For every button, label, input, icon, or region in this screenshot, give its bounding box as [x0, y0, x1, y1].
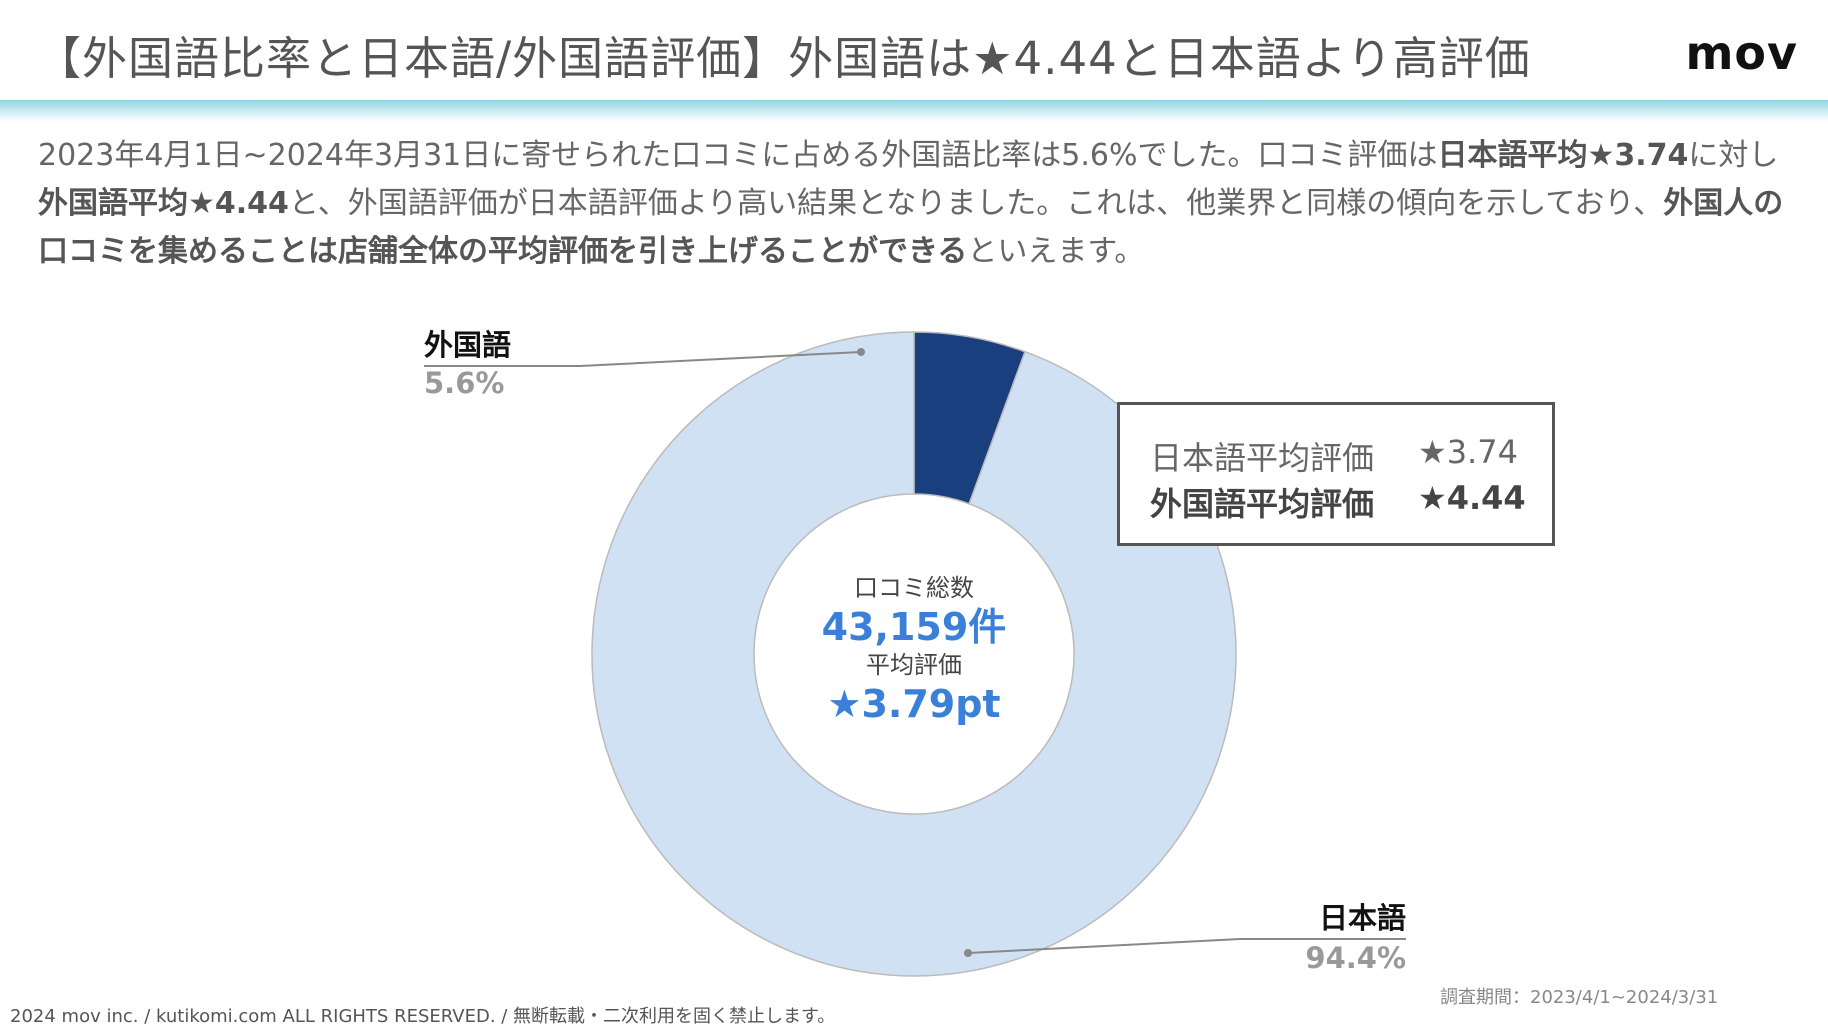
leader-line-japanese-diag: [967, 938, 1241, 954]
mov-logo: mov: [1685, 26, 1798, 80]
legend-value-foreign: ★4.44: [1418, 479, 1526, 517]
leader-dot-foreign: [857, 348, 865, 356]
center-value-total: 43,159件: [822, 605, 1007, 649]
summary-text-1: 2023年4月1日~2024年3月31日に寄せられた口コミに占める外国語比率は5…: [38, 138, 1438, 173]
rating-legend-box: 日本語平均評価 ★3.74 外国語平均評価 ★4.44: [1117, 402, 1555, 546]
slice-label-japanese: 日本語: [1319, 901, 1406, 935]
slice-value-japanese: 94.4%: [1305, 941, 1406, 975]
center-label-total: 口コミ総数: [854, 574, 974, 602]
slice-value-foreign: 5.6%: [424, 366, 504, 400]
slice-label-foreign: 外国語: [424, 328, 511, 362]
legend-row-foreign: 外国語平均評価 ★4.44: [1150, 479, 1526, 525]
title-underline-bar: [0, 100, 1828, 122]
center-value-average: ★3.79pt: [827, 682, 1000, 726]
copyright-footer: 2024 mov inc. / kutikomi.com ALL RIGHTS …: [10, 1006, 836, 1027]
summary-text: 2023年4月1日~2024年3月31日に寄せられた口コミに占める外国語比率は5…: [38, 132, 1798, 276]
page-title: 【外国語比率と日本語/外国語評価】外国語は★4.44と日本語より高評価: [36, 32, 1531, 85]
legend-label-foreign: 外国語平均評価: [1150, 485, 1375, 523]
summary-text-3: と、外国語評価が日本語評価より高い結果となりました。これは、他業界と同様の傾向を…: [288, 186, 1664, 221]
leader-line-foreign-diag: [579, 351, 862, 367]
legend-value-japanese: ★3.74: [1418, 433, 1518, 471]
survey-period: 調査期間：2023/4/1~2024/3/31: [1440, 987, 1719, 1008]
summary-bold-japanese-average: 日本語平均★3.74: [1437, 138, 1689, 173]
slice-japanese: [591, 331, 1237, 977]
chart-slices: [591, 331, 1237, 977]
legend-label-japanese: 日本語平均評価: [1150, 439, 1375, 477]
legend-row-japanese: 日本語平均評価 ★3.74: [1150, 433, 1518, 479]
summary-text-4: といえます。: [967, 234, 1145, 269]
summary-bold-conclusion: 外国人の口コミを集めることは店舗全体の平均評価を引き上げることができる: [38, 186, 1784, 269]
summary-bold-foreign-average: 外国語平均★4.44: [38, 186, 289, 221]
summary-text-2: に対し: [1688, 138, 1779, 173]
center-label-average: 平均評価: [866, 651, 962, 679]
